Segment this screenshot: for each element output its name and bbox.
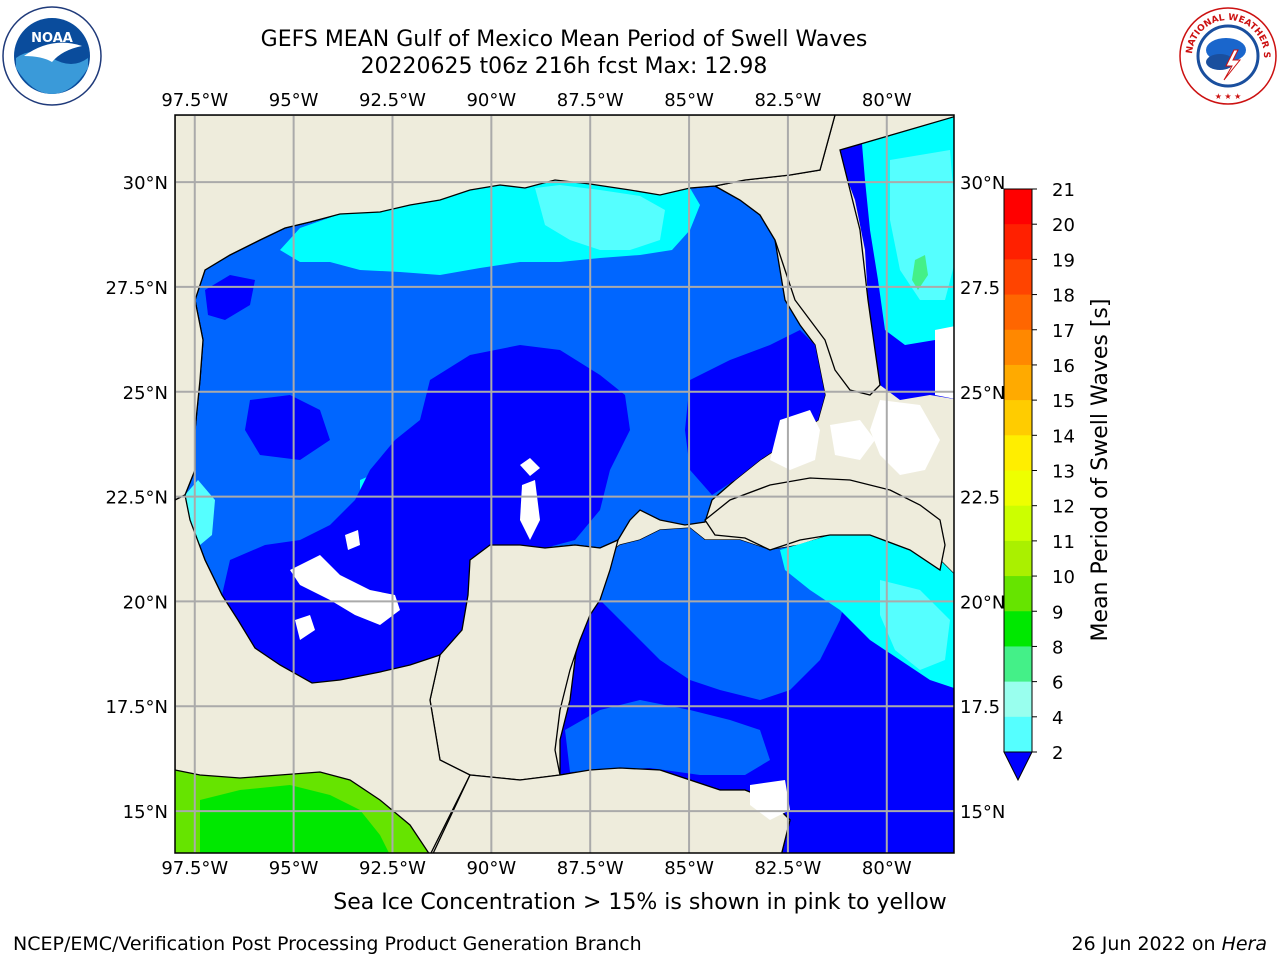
lon-label-top-6: 82.5°W — [754, 90, 821, 111]
colorbar-segment-2 — [1004, 259, 1032, 296]
colorbar-tick-label-2: 19 — [1052, 250, 1075, 271]
colorbar-segment-1 — [1004, 224, 1032, 260]
colorbar-segment-3 — [1004, 294, 1032, 331]
atlantic-swell-peak — [912, 255, 928, 290]
lon-label-bottom-5: 85°W — [664, 858, 714, 879]
colorbar-label: Mean Period of Swell Waves [s] — [1088, 299, 1113, 642]
colorbar-tick-label-13: 8 — [1052, 637, 1063, 658]
gulf-swell-north-lighter — [535, 185, 665, 250]
colorbar-tick-label-0: 21 — [1052, 180, 1075, 201]
colorbar-segment-14 — [1004, 681, 1032, 718]
lon-label-top-2: 92.5°W — [359, 90, 426, 111]
lat-label-right-3: 22.5 — [960, 488, 1000, 509]
chart-subtitle: 20220625 t06z 216h fcst Max: 12.98 — [360, 54, 768, 79]
colorbar-extend-arrow — [1003, 751, 1033, 782]
gulf-swell-deep-west — [245, 395, 330, 460]
lat-label-left-3: 22.5°N — [105, 488, 168, 509]
colorbar-tick-label-6: 15 — [1052, 391, 1075, 412]
lon-label-bottom-2: 92.5°W — [359, 858, 426, 879]
colorbar-segment-9 — [1004, 505, 1032, 542]
colorbar-segment-6 — [1004, 400, 1032, 436]
lat-label-left-6: 15°N — [123, 802, 168, 823]
land-mexico-west — [175, 494, 471, 853]
chart-title: GEFS MEAN Gulf of Mexico Mean Period of … — [260, 27, 868, 52]
lon-label-bottom-6: 82.5°W — [754, 858, 821, 879]
date-stamp: 26 Jun 2022 on Hera — [1072, 933, 1267, 955]
colorbar-tick-label-15: 4 — [1052, 708, 1063, 729]
lat-label-right-1: 27.5 — [960, 278, 1000, 299]
lon-label-top-7: 80°W — [862, 90, 912, 111]
credit-text: NCEP/EMC/Verification Post Processing Pr… — [13, 933, 642, 955]
machine-name: Hera — [1221, 933, 1267, 955]
noaa-logo-icon: NOAA — [2, 6, 102, 106]
lon-label-top-1: 95°W — [269, 90, 319, 111]
gulf-swell-deep-east — [685, 330, 825, 495]
noaa-logo-label: NOAA — [31, 31, 73, 46]
star-icon: ★ ★ ★ — [1215, 92, 1242, 101]
lon-label-bottom-3: 90°W — [466, 858, 516, 879]
sea-ice-note: Sea Ice Concentration > 15% is shown in … — [333, 890, 947, 915]
lon-label-bottom-1: 95°W — [269, 858, 319, 879]
lat-label-right-6: 15°N — [960, 802, 1005, 823]
colorbar-tick-label-11: 10 — [1052, 567, 1075, 588]
map-field — [175, 115, 954, 853]
colorbar-tick-label-4: 17 — [1052, 321, 1075, 342]
colorbar-segment-0 — [1004, 189, 1032, 225]
caribbean-swell-lighter — [880, 580, 950, 670]
lon-label-bottom-0: 97.5°W — [161, 858, 228, 879]
axis-labels: 97.5°W 97.5°W 95°W 95°W 92.5°W 92.5°W 90°W 90°W… — [105, 90, 1005, 879]
colorbar-tick-label-7: 14 — [1052, 426, 1075, 447]
caribbean-swell-mid — [590, 528, 850, 700]
colorbar-segment-7 — [1004, 435, 1032, 471]
caribbean-swell-south — [565, 700, 770, 775]
lat-label-right-5: 17.5 — [960, 697, 1000, 718]
nws-logo-icon: NATIONAL WEATHER SERVICE ★ ★ ★ — [1178, 6, 1277, 105]
colorbar-segment-15 — [1004, 716, 1032, 753]
colorbar-tick-label-14: 6 — [1052, 673, 1063, 694]
colorbar-tick-label-8: 13 — [1052, 462, 1075, 483]
colorbar-tick-label-16: 2 — [1052, 743, 1063, 764]
lat-label-left-1: 27.5°N — [105, 278, 168, 299]
lat-label-left-2: 25°N — [123, 383, 168, 404]
lon-label-top-0: 97.5°W — [161, 90, 228, 111]
lat-label-left-4: 20°N — [123, 592, 168, 613]
lon-label-top-5: 85°W — [664, 90, 714, 111]
colorbar-segment-11 — [1004, 576, 1032, 612]
colorbar-tick-label-10: 11 — [1052, 532, 1075, 553]
colorbar-segment-10 — [1004, 540, 1032, 577]
lon-label-top-3: 90°W — [466, 90, 516, 111]
colorbar-segment-13 — [1004, 646, 1032, 683]
lon-label-bottom-4: 87.5°W — [557, 858, 624, 879]
colorbar-tick-label-5: 16 — [1052, 356, 1075, 377]
colorbar-segment-8 — [1004, 470, 1032, 507]
colorbar-tick-label-12: 9 — [1052, 602, 1063, 623]
lon-label-bottom-7: 80°W — [862, 858, 912, 879]
colorbar-tick-label-3: 18 — [1052, 286, 1075, 307]
lat-label-left-5: 17.5°N — [105, 697, 168, 718]
colorbar-segment-12 — [1004, 611, 1032, 647]
land-cuba — [704, 477, 946, 572]
colorbar-tick-label-9: 12 — [1052, 497, 1075, 518]
lat-label-right-0: 30°N — [960, 173, 1005, 194]
land-us-gulfcoast — [175, 115, 836, 501]
colorbar-segment-4 — [1004, 329, 1032, 366]
lon-label-top-4: 87.5°W — [557, 90, 624, 111]
no-data-patches — [290, 326, 954, 820]
lat-label-right-4: 20°N — [960, 592, 1005, 613]
lat-label-right-2: 25°N — [960, 383, 1005, 404]
date-text: 26 Jun 2022 on — [1071, 933, 1222, 955]
graticule — [175, 115, 954, 853]
colorbar: 21 20 19 18 17 16 15 14 13 12 11 10 9 8 6 4 2 — [1003, 180, 1075, 782]
atlantic-swell-lighter — [890, 150, 954, 300]
gulf-swell-deep — [222, 345, 630, 683]
colorbar-segment-5 — [1004, 364, 1032, 401]
colorbar-tick-label-1: 20 — [1052, 215, 1075, 236]
map-frame — [174, 114, 955, 854]
lat-label-left-0: 30°N — [123, 173, 168, 194]
